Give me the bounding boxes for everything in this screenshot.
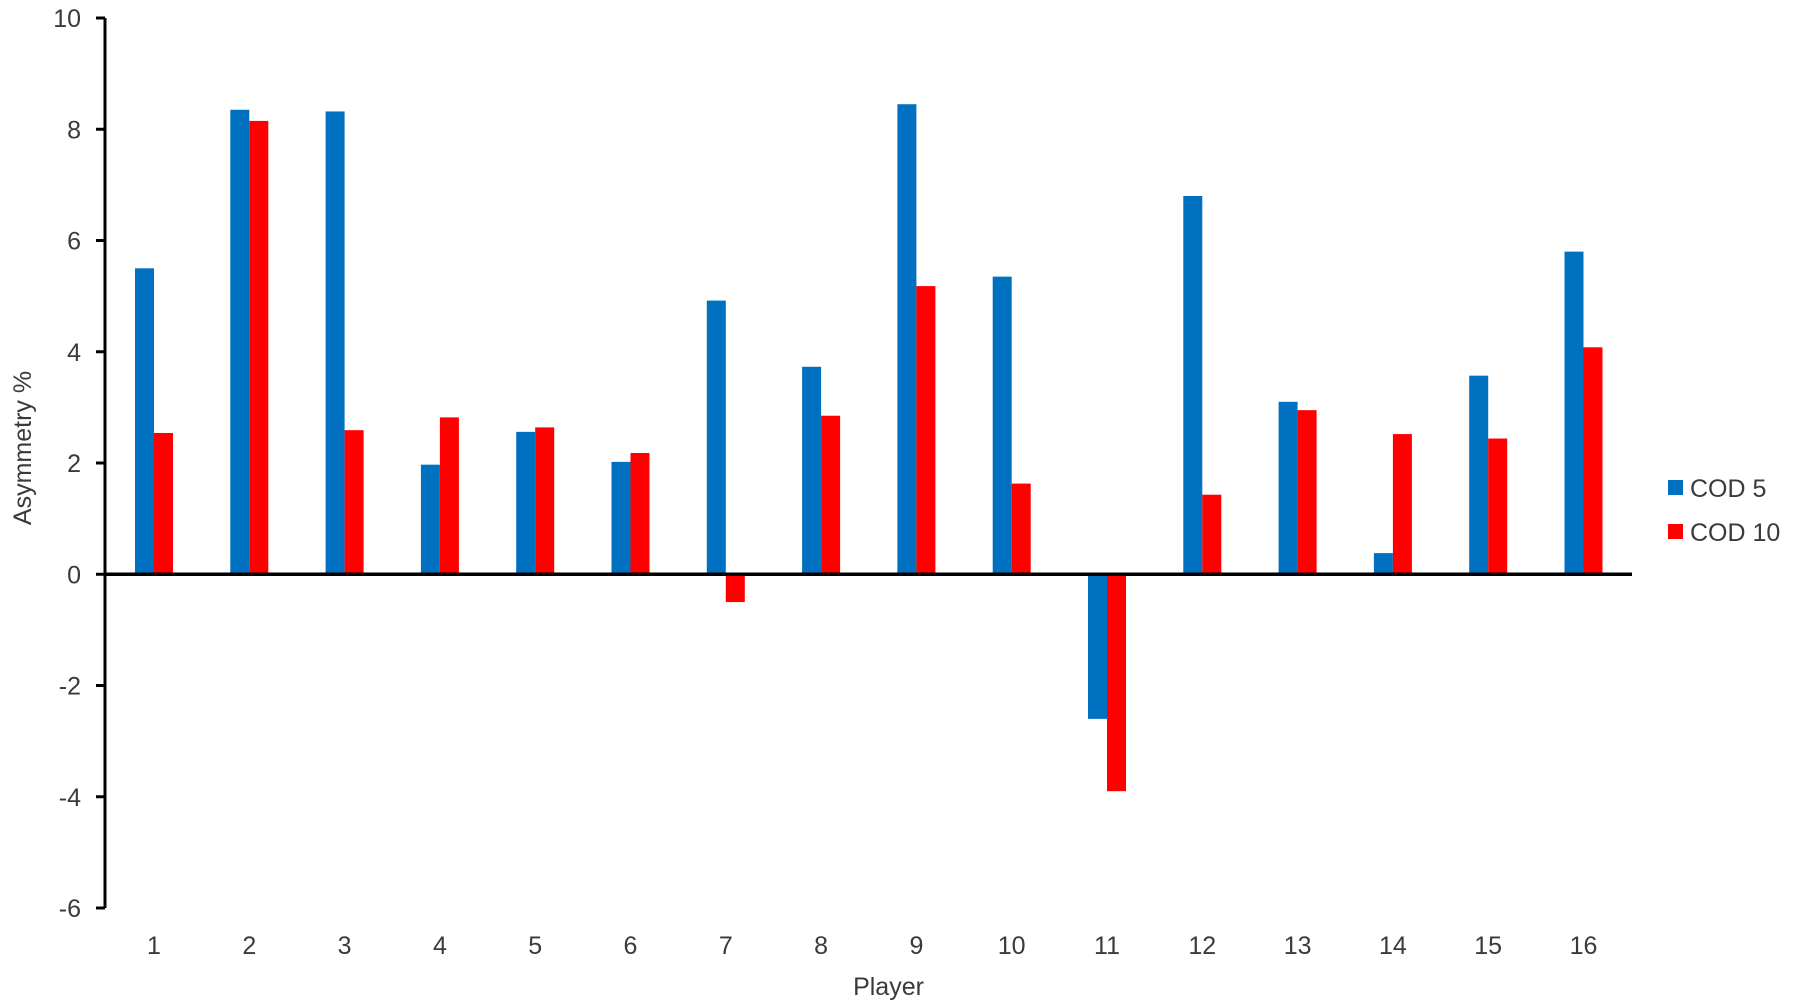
bar-cod5-player-7	[706, 300, 726, 575]
x-tick-label: 10	[998, 932, 1026, 960]
bar-cod10-player-12	[1202, 494, 1222, 575]
x-tick-label: 11	[1094, 932, 1120, 960]
legend-label-cod10: COD 10	[1690, 519, 1780, 547]
x-tick-label: 4	[433, 932, 447, 960]
x-tick-label: 8	[814, 932, 828, 960]
y-tick-label: -4	[59, 784, 81, 812]
legend-swatch-cod5	[1668, 480, 1683, 495]
x-tick-label: 7	[719, 932, 733, 960]
y-tick-label: 6	[67, 228, 81, 256]
legend-swatch-cod10	[1668, 524, 1683, 539]
bar-cod5-player-10	[992, 276, 1012, 575]
bar-cod10-player-1	[154, 432, 173, 575]
bar-cod5-player-5	[516, 431, 536, 575]
y-tick-label: 2	[67, 450, 81, 478]
bar-cod5-player-11	[1088, 574, 1107, 719]
legend-label-cod5: COD 5	[1690, 475, 1766, 503]
bar-cod10-player-10	[1011, 483, 1031, 575]
x-tick-label: 2	[242, 932, 256, 960]
bar-cod10-player-5	[535, 427, 555, 575]
bar-cod10-player-6	[630, 452, 650, 575]
bar-cod5-player-16	[1564, 251, 1584, 575]
y-axis-title: Asymmetry %	[9, 371, 37, 525]
bar-cod5-player-2	[230, 109, 250, 575]
x-tick-label: 13	[1284, 932, 1312, 960]
y-tick-label: 8	[67, 116, 81, 144]
bar-cod5-player-14	[1373, 553, 1393, 575]
bar-cod10-player-7	[725, 574, 745, 603]
bar-cod5-player-8	[802, 366, 822, 575]
bar-cod10-player-13	[1297, 410, 1317, 575]
bar-cod10-player-11	[1107, 574, 1126, 792]
bar-cod10-player-15	[1488, 438, 1508, 575]
y-tick-label: 0	[67, 561, 81, 589]
y-tick-label: -6	[59, 895, 81, 923]
x-tick-label: 9	[909, 932, 923, 960]
axes-layer	[96, 16, 1632, 910]
bar-cod5-player-1	[135, 268, 154, 575]
bar-cod10-player-8	[821, 415, 841, 575]
bars-layer	[135, 104, 1603, 792]
y-tick-label: 10	[53, 5, 81, 33]
bar-cod10-player-16	[1583, 347, 1603, 575]
bar-cod5-player-6	[611, 461, 631, 575]
bar-cod5-player-3	[325, 111, 345, 575]
x-tick-label: 3	[338, 932, 352, 960]
y-tick-label: -2	[59, 673, 81, 701]
bar-cod10-player-14	[1392, 434, 1412, 575]
x-tick-label: 6	[624, 932, 638, 960]
x-axis-title: Player	[853, 973, 924, 1001]
x-tick-label: 12	[1188, 932, 1216, 960]
bar-cod10-player-2	[249, 120, 269, 575]
x-tick-label: 5	[528, 932, 542, 960]
x-tick-label: 16	[1570, 932, 1598, 960]
bar-cod5-player-15	[1469, 375, 1489, 575]
bar-cod5-player-12	[1183, 196, 1203, 575]
legend: COD 5 COD 10	[1668, 475, 1780, 547]
y-tick-label: 4	[67, 339, 81, 367]
bar-cod10-player-3	[344, 430, 364, 575]
bar-cod10-player-9	[916, 286, 936, 575]
x-tick-label: 1	[147, 932, 161, 960]
x-tick-label: 14	[1379, 932, 1407, 960]
bar-cod10-player-4	[439, 417, 459, 575]
bar-cod5-player-13	[1278, 401, 1298, 575]
bar-cod5-player-4	[420, 464, 440, 575]
x-tick-label: 15	[1474, 932, 1502, 960]
bar-cod5-player-9	[897, 104, 917, 575]
